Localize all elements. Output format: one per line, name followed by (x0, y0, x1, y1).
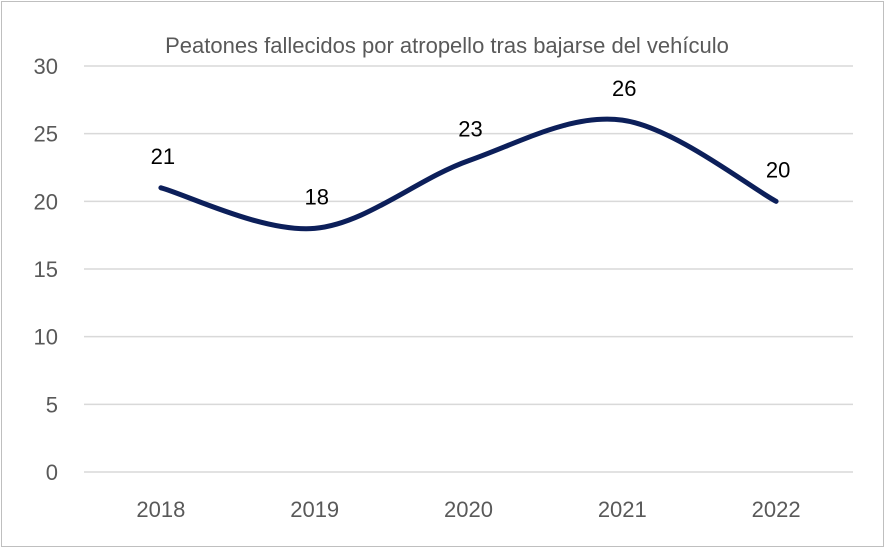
data-label: 20 (766, 157, 790, 182)
x-tick-label: 2020 (444, 497, 493, 522)
x-tick-label: 2022 (752, 497, 801, 522)
y-tick-label: 20 (34, 189, 58, 214)
data-label: 26 (612, 76, 636, 101)
y-tick-label: 0 (46, 460, 58, 485)
data-label: 23 (458, 117, 482, 142)
x-tick-label: 2019 (290, 497, 339, 522)
y-tick-label: 25 (34, 122, 58, 147)
data-label: 18 (304, 184, 328, 209)
series-line (158, 116, 779, 232)
chart-title: Peatones fallecidos por atropello tras b… (165, 33, 729, 58)
x-tick-label: 2018 (136, 497, 185, 522)
data-label: 21 (151, 144, 175, 169)
y-tick-label: 10 (34, 325, 58, 350)
y-tick-label: 15 (34, 257, 58, 282)
y-tick-label: 30 (34, 54, 58, 79)
x-tick-label: 2021 (598, 497, 647, 522)
y-tick-label: 5 (46, 392, 58, 417)
